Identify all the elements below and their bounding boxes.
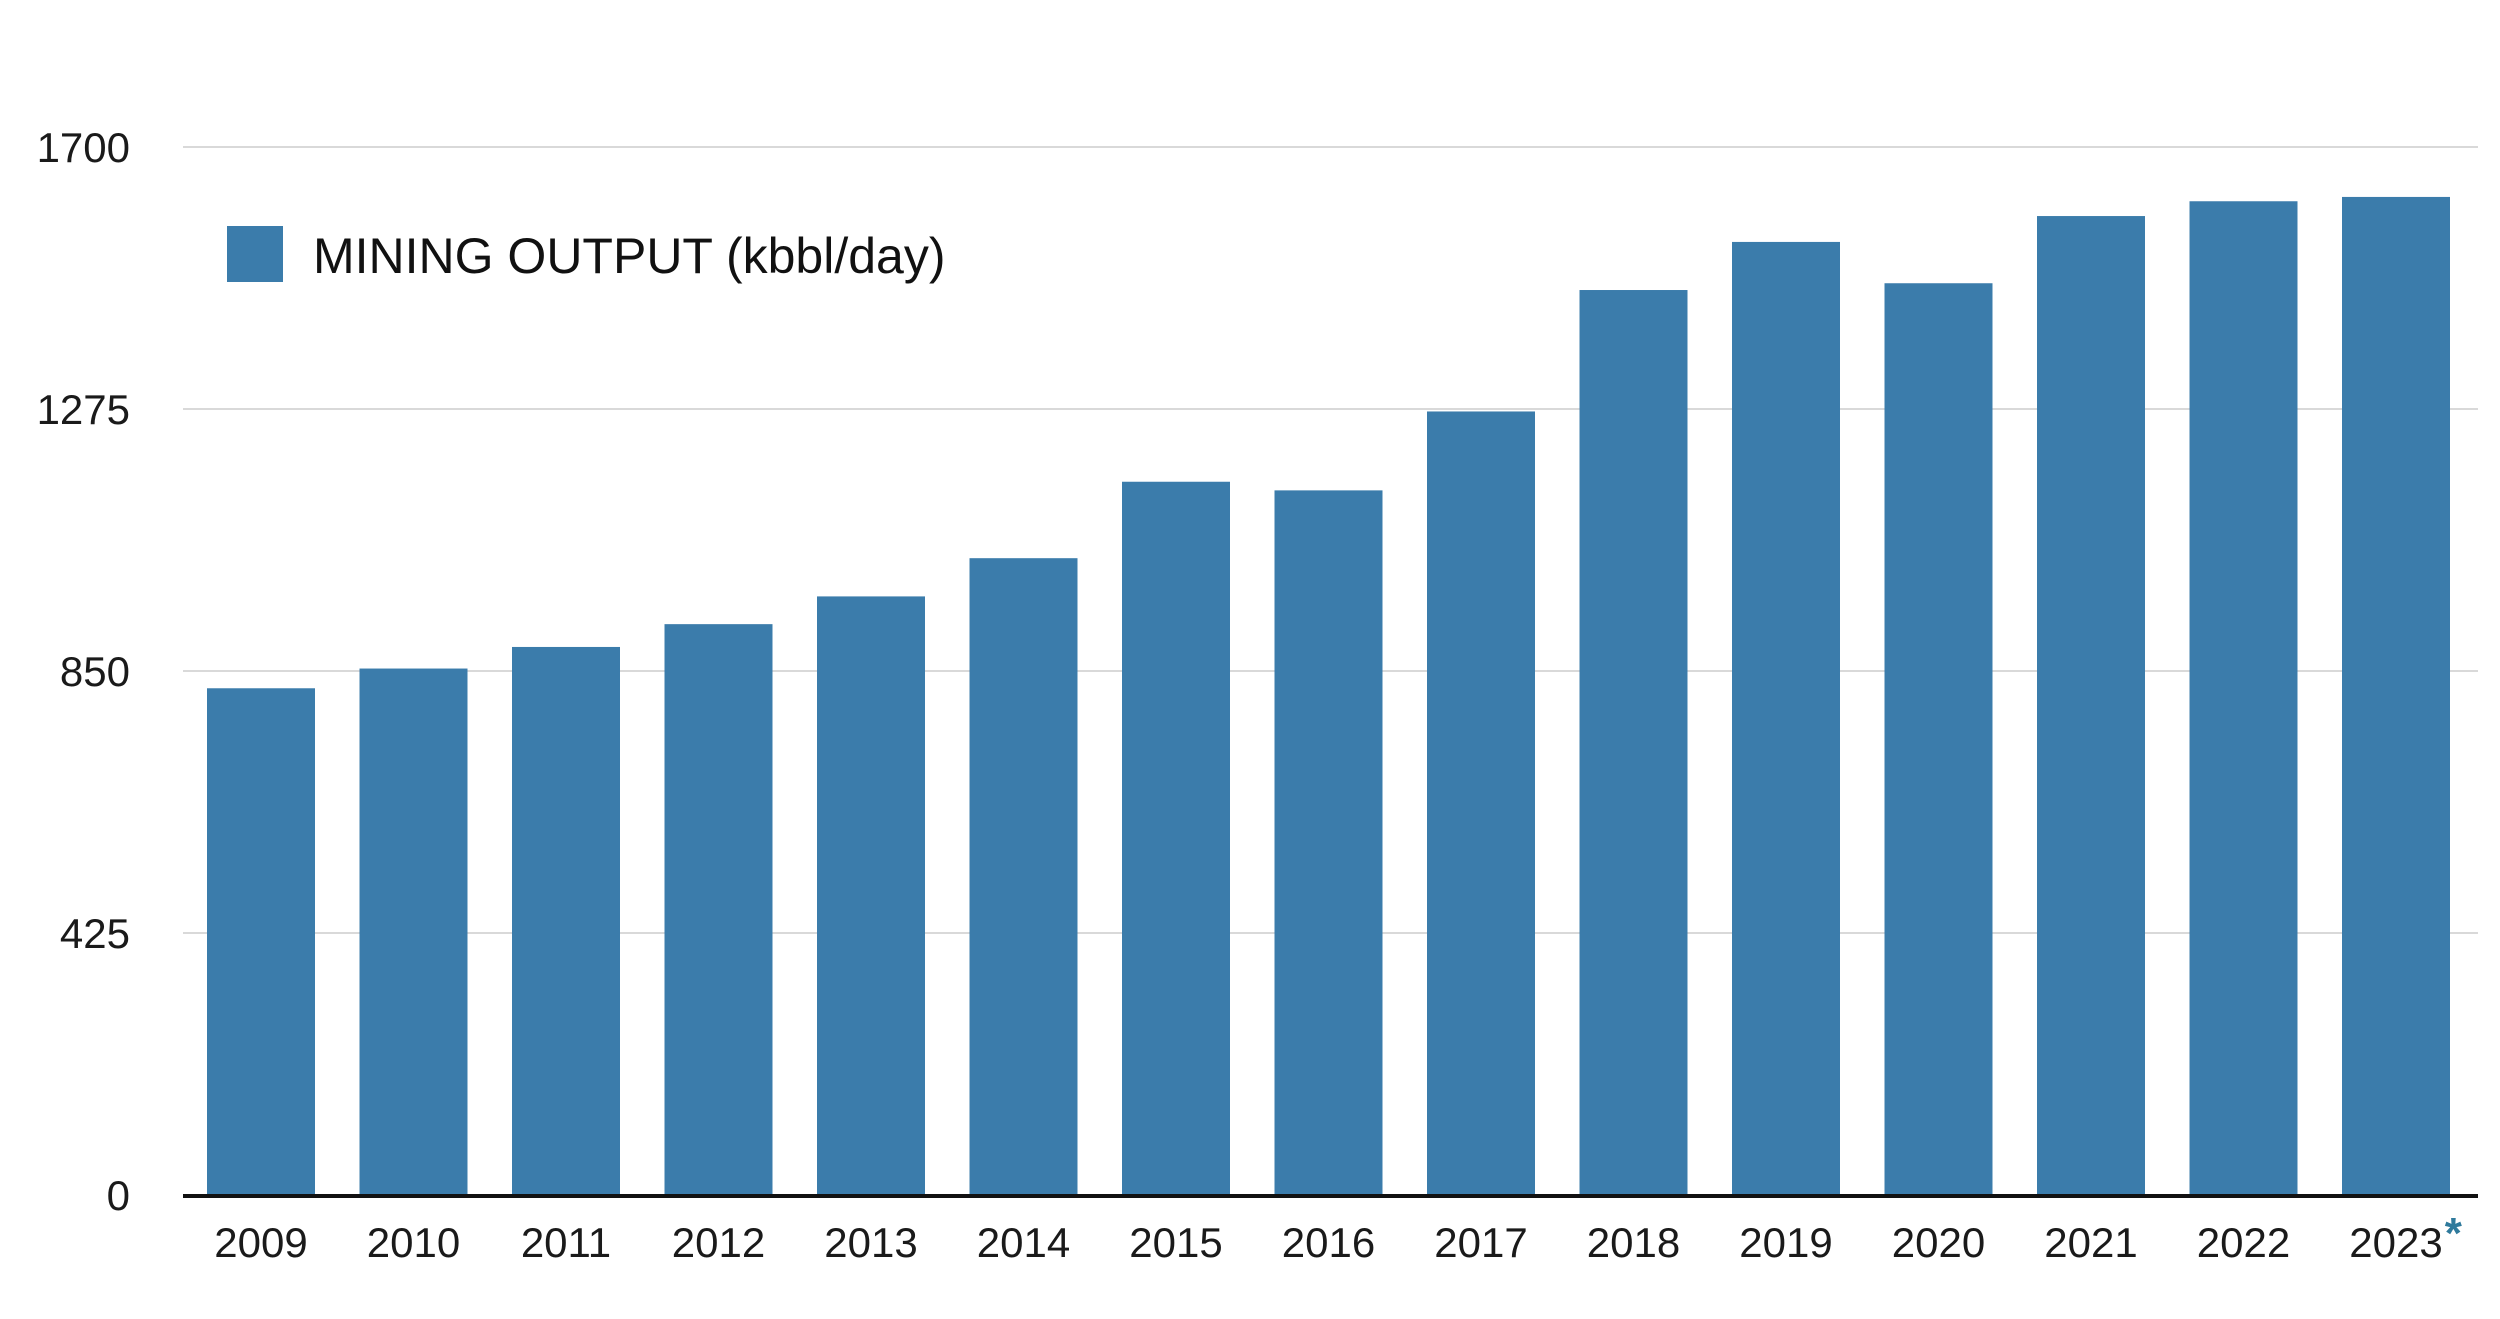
legend-label: MINING OUTPUT (kbbl/day) [313,228,946,284]
x-tick-label: 2016 [1282,1219,1375,1266]
bar-2009 [207,688,315,1195]
x-tick-label: 2011 [521,1219,611,1266]
bar-2018 [1579,290,1688,1195]
bar-2013 [817,596,925,1195]
y-tick-label: 425 [60,910,130,957]
bar-2010 [359,668,468,1195]
bar-2014 [969,558,1078,1195]
x-tick-label: 2012 [672,1219,765,1266]
y-axis-ticks: 0 425 850 1275 1700 [37,124,130,1219]
bar-2022 [2189,201,2298,1196]
bar-2021 [2037,216,2145,1196]
y-tick-label: 1700 [37,124,130,171]
x-tick-label: 2017 [1434,1219,1527,1266]
x-tick-label: 2014 [977,1219,1070,1266]
y-tick-label: 0 [107,1172,130,1219]
bar-2016 [1274,490,1383,1195]
x-tick-label: 2022 [2197,1219,2290,1266]
x-tick-label: 2021 [2044,1219,2137,1266]
x-tick-label: 2018 [1587,1219,1680,1266]
footnote-marker: * [2445,1209,2463,1258]
bar-2019 [1732,241,1840,1196]
x-tick-label: 2009 [214,1219,307,1266]
x-tick-label: 2013 [824,1219,917,1266]
x-tick-label: 2015 [1129,1219,1222,1266]
bar-2011 [512,646,620,1195]
y-tick-label: 850 [60,648,130,695]
bar-2023 [2342,196,2450,1196]
bar-2017 [1427,411,1535,1195]
y-tick-label: 1275 [37,386,130,433]
bars [207,196,2450,1196]
x-axis-ticks: 2009 2010 2011 2012 2013 2014 2015 2016 2017 2018… [214,1219,2442,1266]
x-tick-label: 2020 [1892,1219,1985,1266]
bar-2012 [664,624,773,1195]
legend: MINING OUTPUT (kbbl/day) [227,226,946,284]
x-tick-label: 2019 [1739,1219,1832,1266]
x-tick-label: 2023 [2349,1219,2442,1266]
bar-2015 [1122,481,1230,1195]
legend-swatch [227,226,283,282]
bar-2020 [1884,283,1993,1195]
x-tick-label: 2010 [367,1219,460,1266]
